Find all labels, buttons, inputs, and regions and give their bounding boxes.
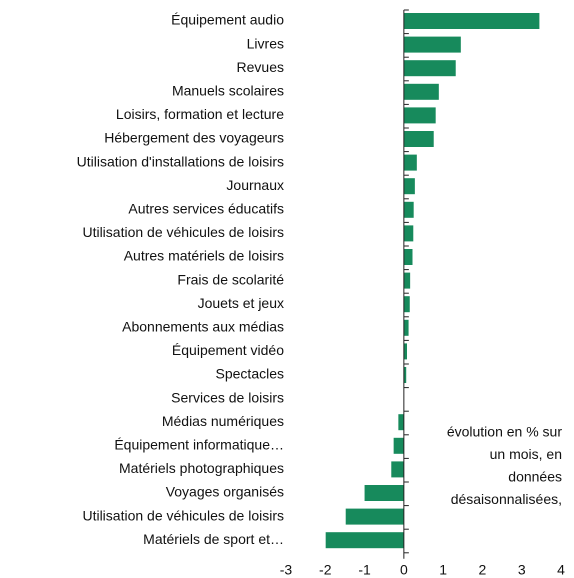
bar — [403, 343, 407, 360]
category-label: Voyages organisés — [166, 484, 284, 500]
category-label: Autres matériels de loisirs — [124, 248, 284, 264]
category-label: Matériels photographiques — [119, 460, 284, 476]
bar — [398, 414, 404, 431]
x-tick-label: 3 — [518, 562, 526, 578]
bar — [393, 437, 404, 454]
x-tick-label: -3 — [280, 562, 293, 578]
category-label: Utilisation de véhicules de loisirs — [82, 224, 284, 240]
category-label: Livres — [247, 35, 284, 51]
bar — [403, 225, 414, 242]
category-label: Frais de scolarité — [177, 271, 284, 287]
x-tick-label: 4 — [557, 562, 565, 578]
category-label: Autres services éducatifs — [128, 201, 284, 217]
bar — [391, 461, 404, 478]
bar — [403, 367, 407, 383]
x-tick-label: 1 — [439, 562, 447, 578]
bar — [403, 36, 461, 53]
category-label: Manuels scolaires — [172, 83, 284, 99]
bar — [364, 485, 404, 501]
category-label: Utilisation de véhicules de loisirs — [82, 507, 284, 523]
bar — [403, 60, 456, 77]
x-tick-label: -2 — [319, 562, 332, 578]
annotation: désaisonnalisées, — [451, 491, 562, 507]
bar — [403, 107, 436, 124]
annotation: un mois, en — [490, 446, 562, 462]
bar — [403, 249, 413, 265]
bar — [403, 178, 415, 195]
bar — [403, 131, 434, 147]
x-tick-label: -1 — [358, 562, 371, 578]
bar — [403, 319, 409, 336]
bar — [403, 154, 417, 171]
category-label: Matériels de sport et… — [143, 531, 284, 547]
bar — [403, 296, 410, 313]
bar — [403, 201, 414, 218]
annotation: évolution en % sur — [447, 424, 563, 440]
category-label: Utilisation d'installations de loisirs — [77, 153, 284, 169]
category-label: Hébergement des voyageurs — [104, 130, 284, 146]
category-label: Revues — [237, 59, 284, 75]
x-tick-label: 0 — [400, 562, 408, 578]
category-label: Journaux — [226, 177, 284, 193]
bar — [403, 13, 540, 29]
category-label: Équipement informatique… — [114, 437, 284, 453]
bar — [345, 508, 404, 525]
category-label: Médias numériques — [162, 413, 284, 429]
category-label: Équipement vidéo — [172, 342, 284, 358]
x-tick-label: 2 — [479, 562, 487, 578]
bar — [403, 272, 411, 289]
category-label: Jouets et jeux — [198, 295, 284, 311]
category-label: Spectacles — [216, 366, 284, 382]
category-label: Abonnements aux médias — [122, 319, 284, 335]
annotation: données — [508, 469, 562, 485]
bar — [325, 532, 404, 549]
category-label: Services de loisirs — [171, 389, 284, 405]
category-label: Équipement audio — [171, 12, 284, 28]
category-label: Loisirs, formation et lecture — [116, 106, 284, 122]
bar — [403, 83, 439, 100]
